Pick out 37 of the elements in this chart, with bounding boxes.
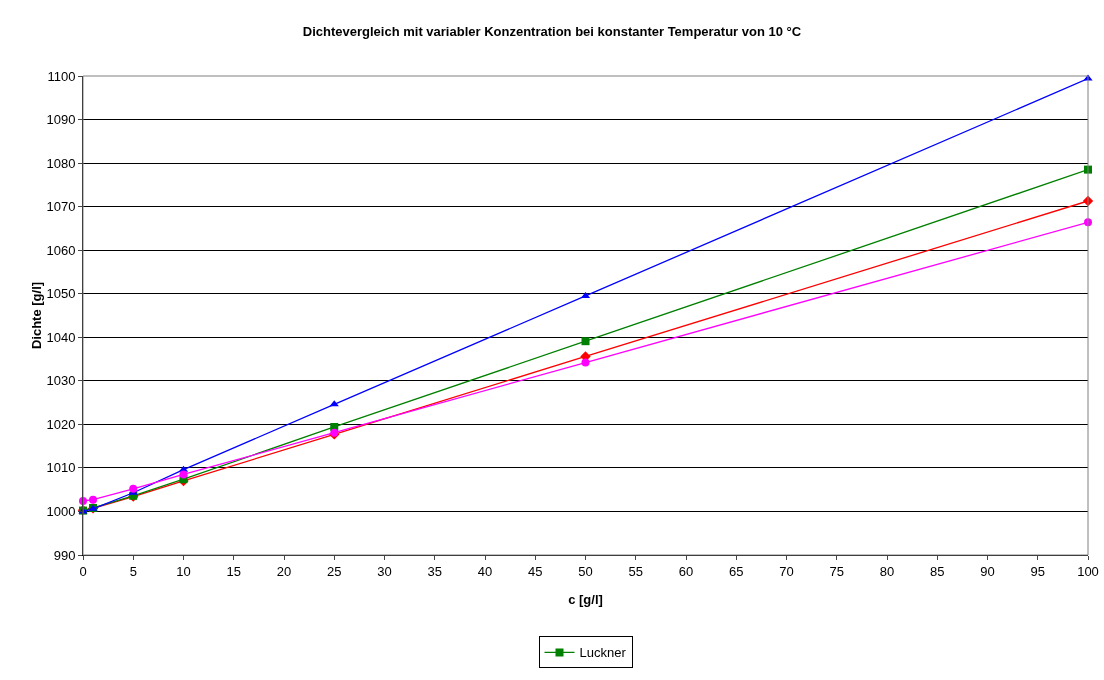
y-tick-label: 1090	[46, 112, 76, 128]
y-tick-label: 1030	[46, 373, 76, 389]
x-tick-label: 60	[678, 563, 694, 579]
x-tick-label: 90	[980, 563, 995, 579]
chart-title: Dichtevergleich mit variabler Konzentration bei konstanter Temperatur von 10 °C	[302, 24, 802, 40]
y-tick-label: 1010	[46, 460, 76, 476]
x-tick-label: 0	[79, 563, 87, 579]
x-tick-label: 95	[1030, 563, 1045, 579]
x-tick-label: 80	[879, 563, 895, 579]
x-tick-label: 75	[829, 563, 844, 579]
x-tick-label: 65	[729, 563, 744, 579]
y-tick-label: 1000	[46, 504, 76, 519]
y-tick-label: 1080	[46, 155, 76, 171]
x-tick-label: 40	[477, 563, 493, 579]
y-tick-label: 990	[53, 547, 76, 563]
x-tick-label: 25	[327, 563, 342, 579]
x-tick-label: 100	[1077, 563, 1099, 579]
x-axis-title: c [g/l]	[568, 592, 603, 607]
x-tick-label: 50	[578, 563, 593, 579]
y-tick-label: 1070	[46, 199, 76, 215]
y-tick-label: 1050	[46, 286, 76, 302]
x-tick-label: 55	[628, 563, 643, 579]
x-tick-label: 30	[377, 563, 392, 579]
y-axis-title: Dichte [g/l]	[29, 281, 45, 350]
y-tick-label: 1040	[46, 329, 76, 345]
x-tick-label: 15	[226, 563, 241, 579]
x-tick-label: 10	[176, 563, 191, 579]
x-tick-label: 85	[930, 563, 945, 579]
y-tick-label: 1020	[46, 416, 76, 432]
x-tick-label: 45	[528, 563, 543, 579]
y-tick-label: 1100	[47, 68, 76, 84]
x-tick-label: 35	[427, 563, 442, 579]
x-tick-label: 70	[779, 563, 794, 579]
y-tick-label: 1060	[46, 242, 76, 258]
x-tick-label: 5	[129, 563, 137, 579]
legend-label: Luckner	[579, 645, 627, 661]
x-tick-label: 20	[276, 563, 292, 579]
